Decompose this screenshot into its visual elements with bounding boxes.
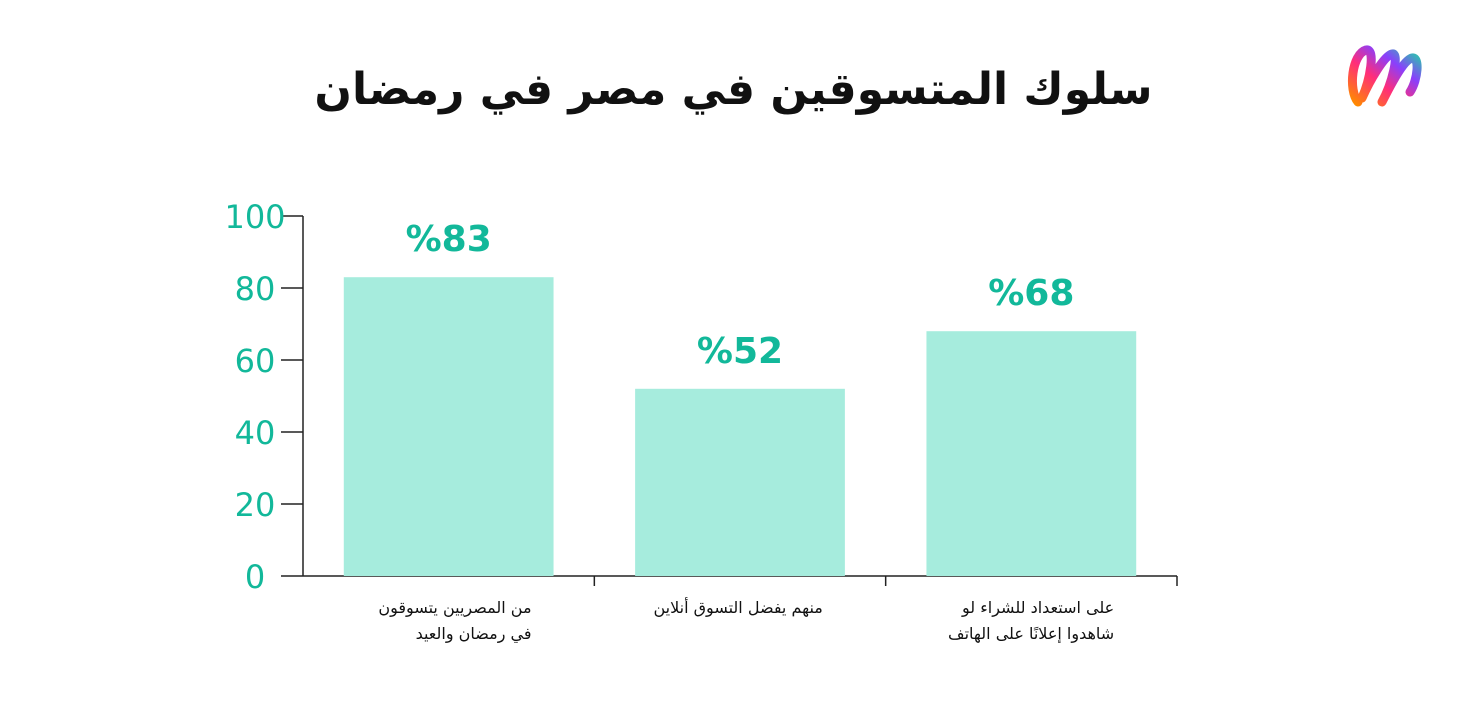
y-tick-label: 0 <box>245 558 265 596</box>
y-tick-label: 80 <box>235 270 276 308</box>
y-tick-label: 100 <box>224 198 285 236</box>
y-tick-label: 20 <box>235 486 276 524</box>
data-label: %83 <box>406 219 492 260</box>
bar <box>926 331 1137 576</box>
x-category-label: في رمضان والعيد <box>416 624 532 644</box>
brand-logo-icon <box>1348 45 1422 107</box>
x-category-label: من المصريين يتسوقون <box>378 598 531 618</box>
bar <box>635 388 845 576</box>
x-category-label: شاهدوا إعلانًا على الهاتف <box>948 624 1114 644</box>
data-label: %68 <box>988 273 1074 314</box>
bar <box>343 277 554 576</box>
y-tick-label: 60 <box>235 342 276 380</box>
x-category-label: منهم يفضل التسوق أنلاين <box>653 597 822 618</box>
chart-title: سلوك المتسوقين في مصر في رمضان <box>314 64 1153 115</box>
y-tick-label: 40 <box>235 414 276 452</box>
data-label: %52 <box>697 331 783 372</box>
x-category-label: على استعداد للشراء لو <box>961 598 1114 618</box>
